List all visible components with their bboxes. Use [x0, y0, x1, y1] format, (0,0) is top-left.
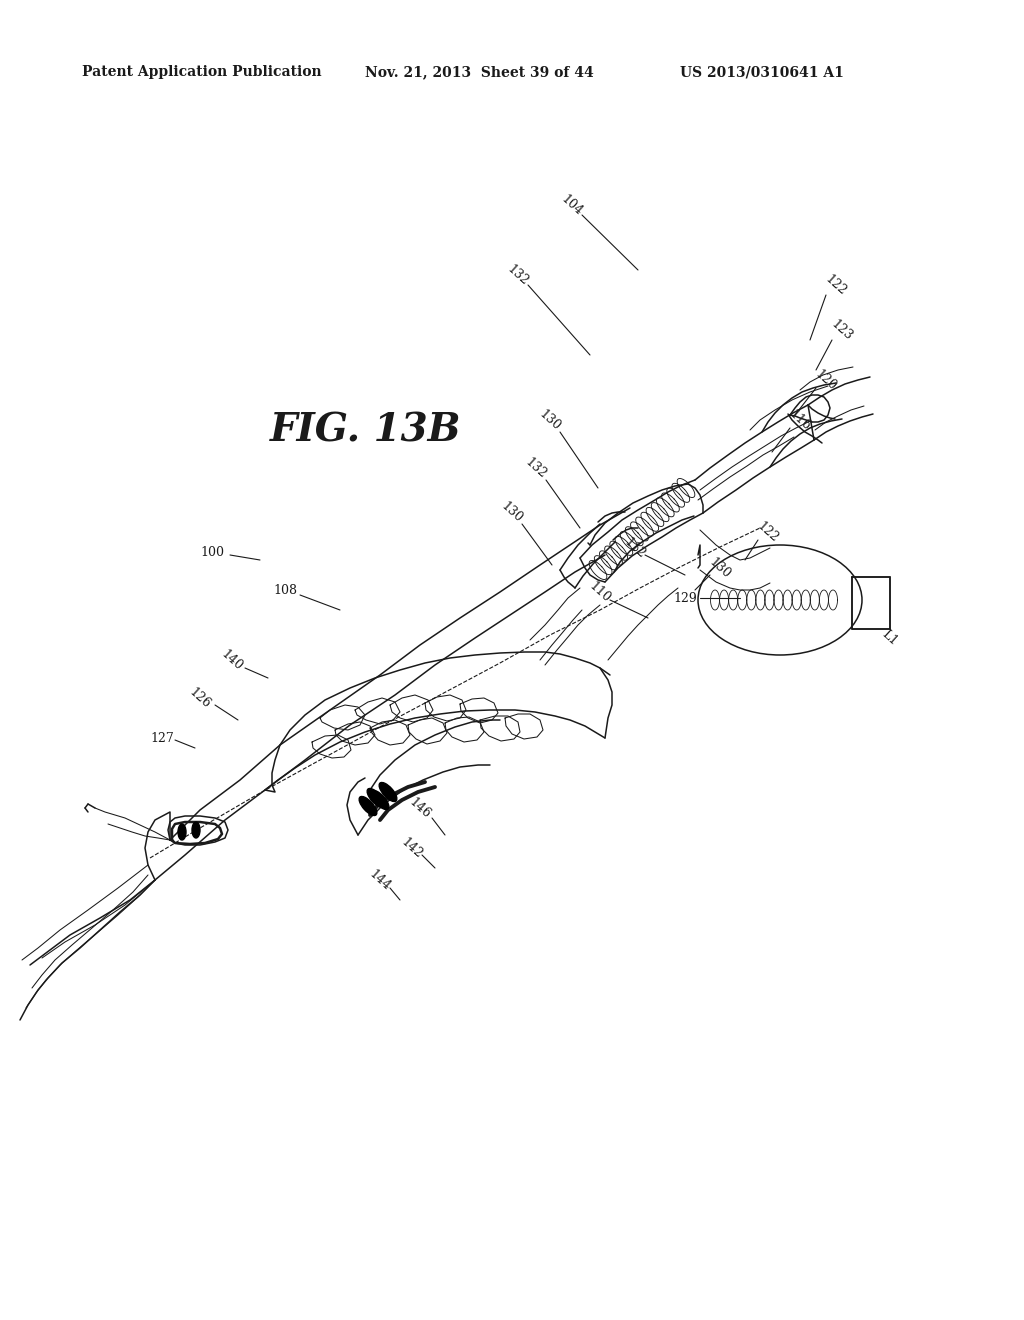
Text: 120: 120: [813, 367, 840, 393]
Text: 130: 130: [499, 499, 525, 525]
Text: 129: 129: [673, 591, 697, 605]
Text: 110: 110: [587, 579, 613, 605]
Text: 127: 127: [151, 731, 174, 744]
Text: 132: 132: [523, 455, 549, 480]
Text: 132: 132: [505, 263, 531, 288]
Ellipse shape: [371, 791, 389, 809]
Text: 122: 122: [755, 519, 781, 545]
Text: 130: 130: [707, 556, 733, 581]
Text: 116: 116: [786, 407, 813, 433]
Text: 142: 142: [398, 836, 425, 861]
Bar: [852, 577, 890, 630]
Ellipse shape: [379, 783, 397, 801]
Text: 122: 122: [823, 272, 849, 298]
Text: FIG. 13B: FIG. 13B: [270, 411, 462, 449]
Text: 104: 104: [559, 193, 586, 218]
Text: 100: 100: [200, 545, 224, 558]
Ellipse shape: [193, 822, 200, 838]
Text: 146: 146: [407, 795, 433, 821]
Text: 130: 130: [537, 407, 563, 433]
Text: Patent Application Publication: Patent Application Publication: [82, 65, 322, 79]
Ellipse shape: [359, 796, 377, 816]
Text: 112: 112: [622, 535, 648, 561]
Ellipse shape: [368, 788, 385, 808]
Text: L1: L1: [880, 628, 900, 648]
Text: 108: 108: [273, 583, 297, 597]
Text: Nov. 21, 2013  Sheet 39 of 44: Nov. 21, 2013 Sheet 39 of 44: [365, 65, 594, 79]
Text: US 2013/0310641 A1: US 2013/0310641 A1: [680, 65, 844, 79]
Text: 144: 144: [367, 867, 393, 892]
Text: 140: 140: [219, 647, 246, 673]
Ellipse shape: [178, 824, 186, 840]
Text: 126: 126: [186, 685, 213, 710]
Text: 123: 123: [828, 317, 855, 343]
